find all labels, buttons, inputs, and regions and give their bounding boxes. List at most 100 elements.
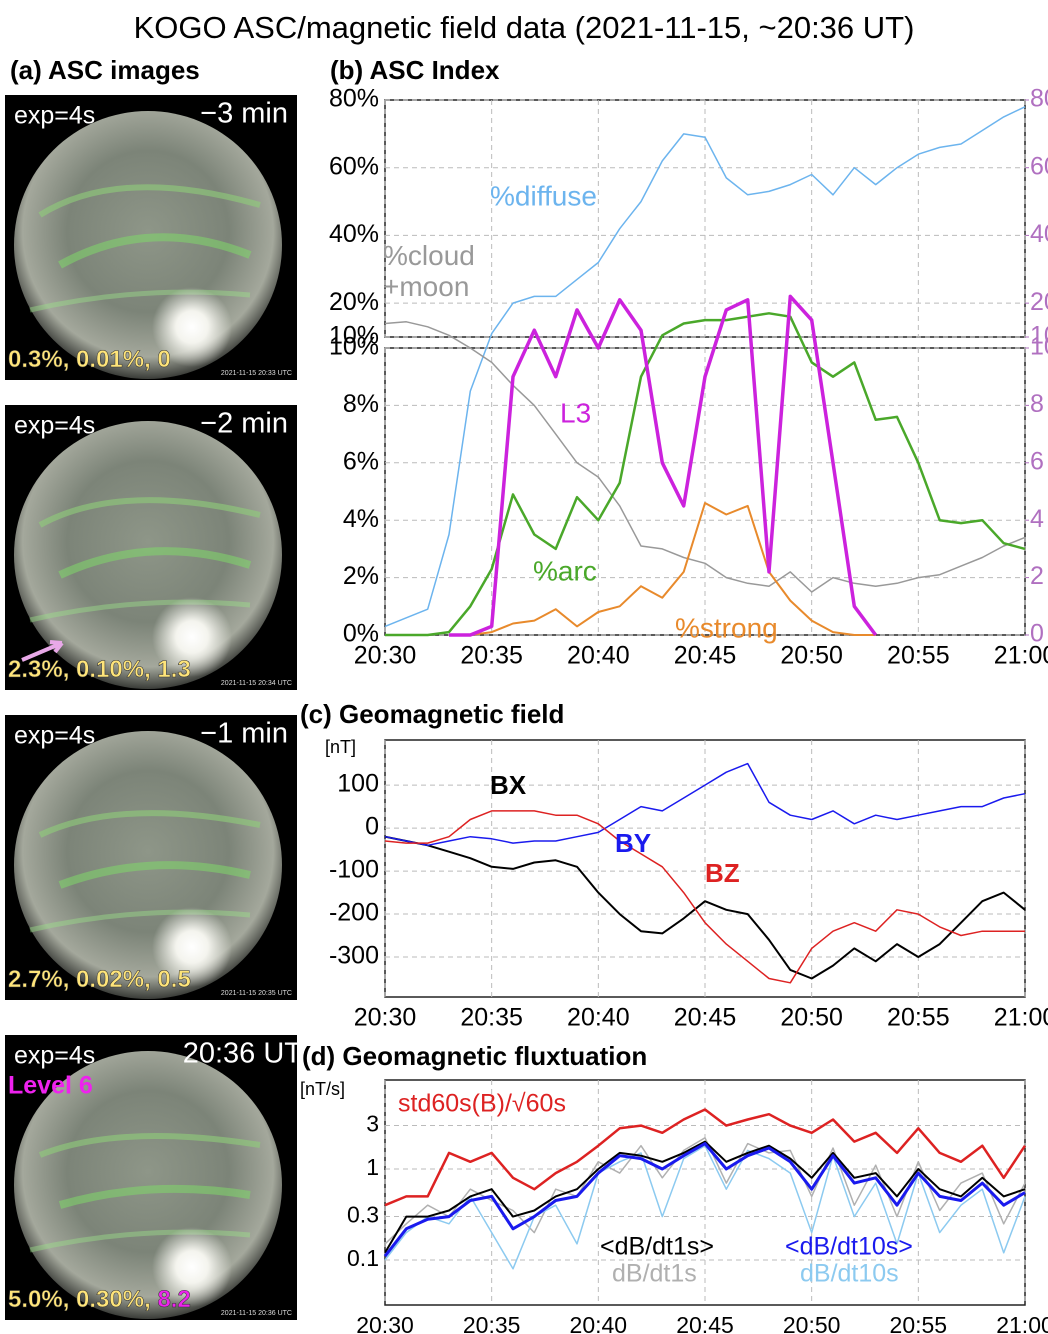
- stats-highlight: 8.2: [157, 1286, 190, 1313]
- series-line: [384, 762, 1026, 847]
- x-tick-label: 20:40: [567, 1004, 630, 1032]
- y2-tick-label: 6: [1030, 447, 1044, 475]
- y-unit: [nT]: [325, 737, 356, 757]
- pointer-arrow: [21, 640, 64, 662]
- x-tick-label: 20:55: [887, 1004, 950, 1032]
- y2-tick-label: 80: [1030, 85, 1048, 113]
- y-tick-label: -200: [329, 899, 379, 927]
- exposure-label: exp=4s: [14, 102, 95, 130]
- series-label: %arc: [533, 555, 597, 586]
- y-tick-label: -300: [329, 942, 379, 970]
- y2-tick-label: 20: [1030, 288, 1048, 316]
- exposure-label: exp=4s: [14, 412, 95, 440]
- stats-label: 2.3%, 0.10%, 1.3: [8, 656, 191, 683]
- y2-tick-label: 4: [1030, 505, 1044, 533]
- x-tick-label: 20:50: [783, 1312, 841, 1334]
- aurora: [58, 861, 251, 889]
- y2-tick-label: 10: [1030, 333, 1048, 361]
- timestamp: 2021-11-15 20:35 UTC: [221, 990, 292, 997]
- stats-values: 0.3%, 0.01%, 0: [8, 346, 171, 373]
- series-label: %diffuse: [490, 180, 597, 211]
- asc-image: exp=4s −1 min 2.7%, 0.02%, 0.5 2021-11-15 2…: [5, 715, 297, 1000]
- x-tick-label: 21:00: [996, 1312, 1048, 1334]
- series-label: dB/dt10s: [800, 1260, 899, 1288]
- y-tick-label: 0.3: [347, 1202, 379, 1228]
- y-tick-label: 3: [366, 1111, 379, 1137]
- moon-glow: [152, 907, 232, 987]
- asc-image: exp=4s −3 min 0.3%, 0.01%, 0 2021-11-15 20:…: [5, 95, 297, 380]
- series-line: [384, 106, 1026, 628]
- aurora: [38, 810, 261, 838]
- figure-title: KOGO ASC/magnetic field data (2021-11-15…: [134, 10, 915, 45]
- moon-glow: [152, 597, 232, 677]
- stats-values: 2.7%, 0.02%, 0.5: [8, 966, 191, 993]
- x-tick-label: 20:40: [567, 642, 630, 670]
- series-label: %strong: [675, 612, 778, 643]
- series-label: BZ: [705, 858, 740, 888]
- x-tick-label: 20:35: [463, 1312, 521, 1334]
- series-line: [449, 502, 876, 636]
- sky-dome: [14, 111, 282, 379]
- series-line: [384, 321, 1026, 593]
- aurora: [58, 1184, 251, 1209]
- x-tick-label: 21:00: [994, 1004, 1048, 1032]
- y-tick-label: 0%: [343, 620, 379, 648]
- aurora: [29, 1229, 251, 1253]
- aurora: [38, 184, 261, 218]
- y-tick-label: 1: [366, 1154, 379, 1180]
- stats-label: 0.3%, 0.01%, 0: [8, 346, 171, 373]
- series-line: [384, 810, 1025, 984]
- chart-title: (d) Geomagnetic fluxtuation: [302, 1041, 647, 1071]
- x-tick-label: 20:30: [354, 1004, 417, 1032]
- timestamp: 2021-11-15 20:33 UTC: [221, 370, 292, 377]
- stats-label: 5.0%, 0.30%, 8.2: [8, 1286, 191, 1313]
- moon-glow: [152, 287, 232, 367]
- y-tick-label: 2%: [343, 562, 379, 590]
- series-label: std60s(B)/√60s: [398, 1090, 566, 1118]
- series-line: [384, 1140, 1026, 1254]
- time-label: 20:36 UT: [183, 1038, 303, 1070]
- chart-title: (c) Geomagnetic field: [300, 699, 564, 729]
- y-tick-label: 100: [337, 770, 379, 798]
- y2-tick-label: 0: [1030, 620, 1044, 648]
- y2-tick-label: 2: [1030, 562, 1044, 590]
- y2-tick-label: 10: [1030, 322, 1048, 350]
- series-label-text: %cloud +moon: [383, 240, 475, 302]
- series-line: [383, 1142, 1026, 1258]
- stats-values: 2.3%, 0.10%, 1.3: [8, 656, 191, 683]
- x-tick-label: 20:30: [356, 1312, 414, 1334]
- y-tick-label: 10%: [329, 322, 379, 350]
- y-tick-label: 80%: [329, 85, 379, 113]
- y-tick-label: 4%: [343, 505, 379, 533]
- y-tick-label: -100: [329, 856, 379, 884]
- series-label: <dB/dt10s>: [785, 1233, 913, 1261]
- stats-label: 2.7%, 0.02%, 0.5: [8, 966, 191, 993]
- x-tick-label: 20:50: [780, 642, 843, 670]
- x-tick-label: 20:45: [674, 642, 737, 670]
- level-label: Level 6: [8, 1072, 93, 1100]
- x-tick-label: 20:35: [460, 642, 523, 670]
- chart-title: (b) ASC Index: [330, 55, 500, 85]
- x-tick-label: 20:45: [674, 1004, 737, 1032]
- x-tick-label: 20:50: [780, 1004, 843, 1032]
- y-tick-label: 8%: [343, 390, 379, 418]
- timestamp: 2021-11-15 20:36 UTC: [221, 1310, 292, 1317]
- series-line: [449, 294, 878, 637]
- y2-tick-label: 8: [1030, 390, 1044, 418]
- time-label: −3 min: [200, 98, 288, 130]
- series-line: [384, 835, 1026, 980]
- exposure-label: exp=4s: [14, 722, 95, 750]
- y2-tick-label: 40: [1030, 220, 1048, 248]
- y-tick-label: 0: [365, 813, 379, 841]
- aurora: [38, 1133, 261, 1158]
- y-tick-label: 6%: [343, 447, 379, 475]
- y-tick-label: 0.1: [347, 1245, 379, 1271]
- aurora: [58, 233, 252, 269]
- time-label: −1 min: [200, 718, 288, 750]
- series-label: L3: [560, 397, 591, 428]
- aurora: [29, 599, 251, 623]
- x-tick-label: 20:55: [887, 642, 950, 670]
- x-tick-label: 20:55: [890, 1312, 948, 1334]
- x-tick-label: 20:40: [570, 1312, 628, 1334]
